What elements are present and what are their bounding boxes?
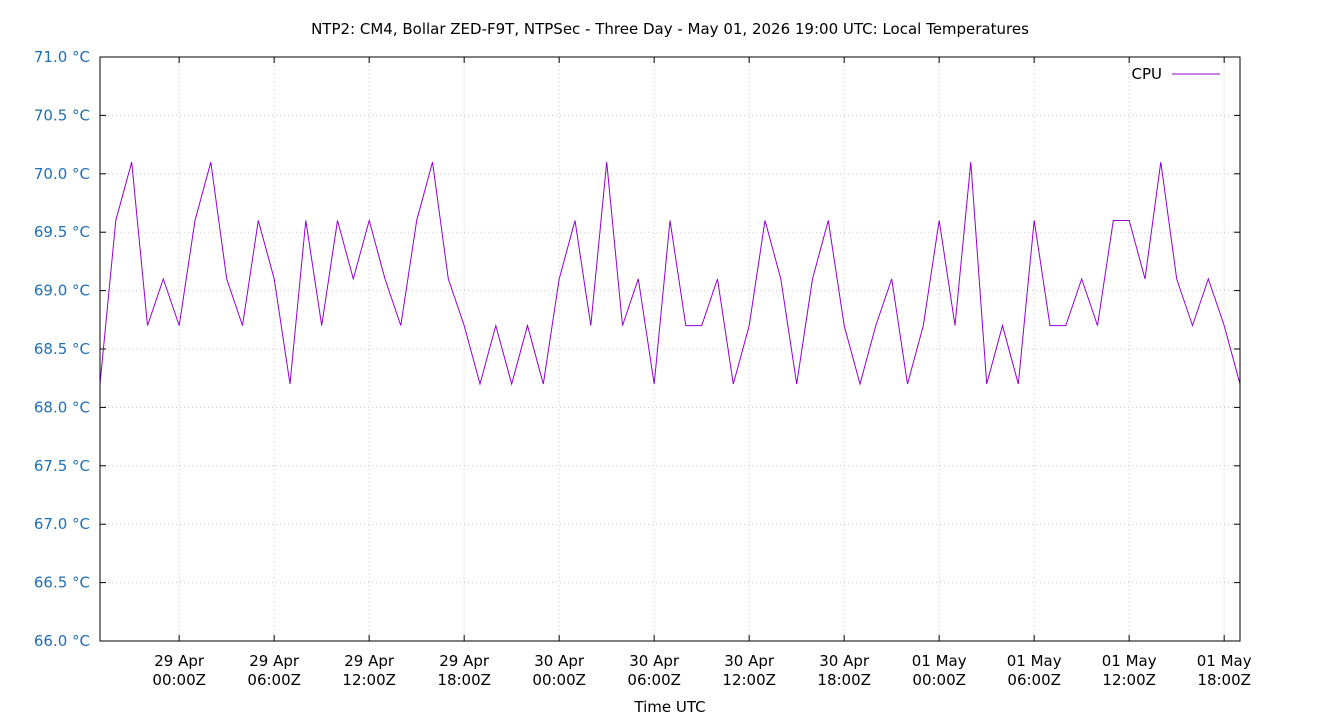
legend: CPU	[1132, 65, 1220, 83]
y-tick-label: 67.5 °C	[34, 457, 90, 475]
y-tick-label: 68.0 °C	[34, 398, 90, 416]
y-tick-label: 66.0 °C	[34, 632, 90, 650]
y-axis-ticks: 66.0 °C 66.5 °C 67.0 °C 67.5 °C 68.0 °C 68.5 …	[34, 48, 1240, 650]
x-tick-label-date: 01 May	[1007, 652, 1062, 670]
x-tick-label-time: 06:00Z	[627, 671, 681, 689]
x-tick-label-time: 12:00Z	[722, 671, 776, 689]
x-tick-label-date: 29 Apr	[154, 652, 205, 670]
x-tick-label-time: 18:00Z	[437, 671, 491, 689]
x-tick-label-date: 29 Apr	[344, 652, 395, 670]
y-tick-label: 71.0 °C	[34, 48, 90, 66]
y-tick-label: 67.0 °C	[34, 515, 90, 533]
x-tick-label-date: 30 Apr	[629, 652, 680, 670]
y-tick-label: 66.5 °C	[34, 574, 90, 592]
x-axis-label: Time UTC	[633, 698, 705, 716]
x-tick-label-date: 01 May	[1102, 652, 1157, 670]
x-tick-label-time: 06:00Z	[1007, 671, 1061, 689]
x-tick-label-date: 30 Apr	[724, 652, 775, 670]
x-tick-label-date: 30 Apr	[819, 652, 870, 670]
x-tick-label-date: 29 Apr	[249, 652, 300, 670]
x-tick-label-date: 30 Apr	[534, 652, 585, 670]
chart-title: NTP2: CM4, Bollar ZED-F9T, NTPSec - Thre…	[311, 20, 1029, 38]
x-tick-label-date: 01 May	[1197, 652, 1252, 670]
x-tick-label-time: 06:00Z	[247, 671, 301, 689]
y-tick-label: 69.0 °C	[34, 282, 90, 300]
cpu-temperature-line	[99, 161, 1241, 386]
y-tick-label: 70.5 °C	[34, 106, 90, 124]
x-tick-label-time: 18:00Z	[817, 671, 871, 689]
x-tick-label-time: 00:00Z	[912, 671, 966, 689]
y-tick-label: 70.0 °C	[34, 165, 90, 183]
y-tick-label: 68.5 °C	[34, 340, 90, 358]
x-tick-label-time: 12:00Z	[342, 671, 396, 689]
x-tick-label-date: 01 May	[912, 652, 967, 670]
plot-frame	[99, 56, 1241, 642]
grid-lines	[100, 57, 1240, 641]
x-tick-label-time: 00:00Z	[152, 671, 206, 689]
y-tick-label: 69.5 °C	[34, 223, 90, 241]
x-tick-label-time: 00:00Z	[532, 671, 586, 689]
x-tick-label-time: 12:00Z	[1102, 671, 1156, 689]
legend-label-cpu: CPU	[1132, 65, 1163, 83]
x-tick-label-time: 18:00Z	[1197, 671, 1251, 689]
x-tick-label-date: 29 Apr	[439, 652, 490, 670]
